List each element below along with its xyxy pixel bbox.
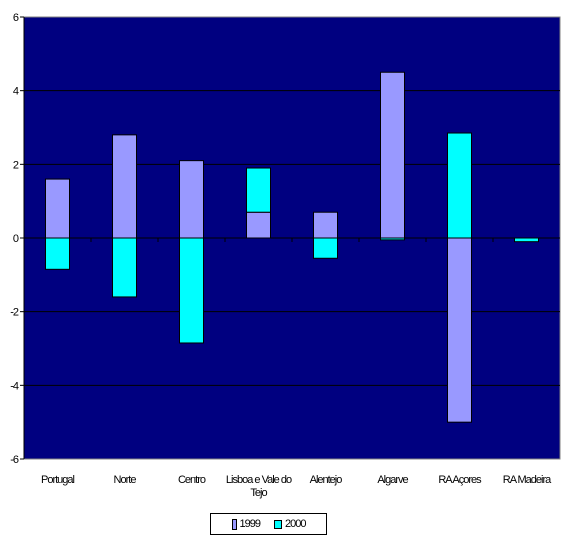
bar-2000 — [179, 237, 204, 344]
x-tick-label: Norte — [114, 474, 137, 486]
y-tick-label: -6 — [10, 454, 19, 466]
x-tick-label: Lisboa e Vale do — [226, 474, 292, 486]
bar-1999 — [313, 211, 338, 239]
y-tick-label: -4 — [10, 380, 19, 392]
bar-2000 — [447, 132, 472, 239]
legend-label-2000: 2000 — [285, 518, 307, 530]
bar-2000 — [45, 237, 70, 270]
y-tick-label: 6 — [13, 12, 19, 24]
bar-1999 — [112, 134, 137, 239]
legend-item-1999: 1999 — [231, 518, 262, 530]
bar-2000 — [514, 237, 539, 243]
x-tick-label: Algarve — [377, 474, 408, 486]
bar-2000 — [112, 237, 137, 298]
x-tick-label: RA Açores — [438, 474, 482, 486]
bar-1999 — [380, 71, 405, 239]
legend-item-2000: 2000 — [274, 518, 307, 530]
x-tick-label: Centro — [178, 474, 206, 486]
y-tick-label: -2 — [10, 307, 19, 319]
x-tick-label: RA Madeira — [503, 474, 552, 486]
legend-label-1999: 1999 — [239, 518, 262, 530]
legend-swatch-2000 — [274, 519, 282, 529]
bar-1999 — [179, 160, 204, 239]
bar-1999 — [45, 178, 70, 239]
y-tick-label: 4 — [13, 86, 19, 98]
bar-1999 — [246, 211, 271, 239]
bar-2000 — [246, 167, 271, 213]
bar-2000 — [313, 237, 338, 259]
x-tick-label: Portugal — [41, 474, 75, 486]
x-tick-label: Tejo — [250, 487, 267, 499]
y-tick-label: 0 — [13, 233, 19, 245]
x-tick-label: Alentejo — [310, 474, 343, 486]
legend: 1999 2000 — [210, 513, 327, 535]
legend-swatch-1999 — [231, 518, 237, 530]
y-tick-label: 2 — [13, 159, 19, 171]
bar-1999 — [447, 237, 472, 423]
